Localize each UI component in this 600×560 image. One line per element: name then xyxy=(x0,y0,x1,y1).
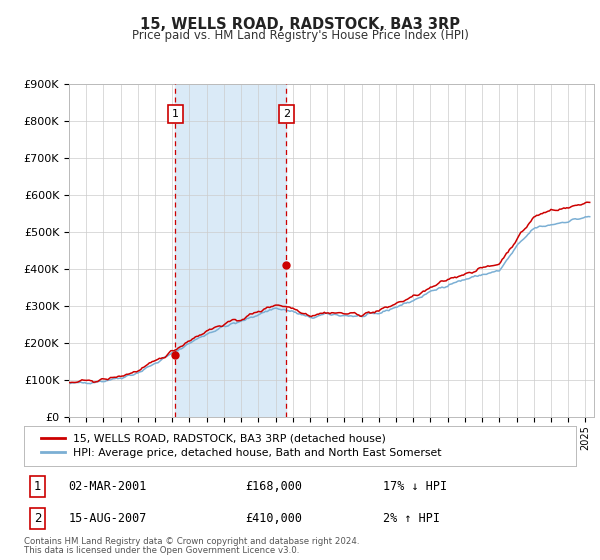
Text: 1: 1 xyxy=(34,480,41,493)
Text: £168,000: £168,000 xyxy=(245,480,302,493)
Text: Contains HM Land Registry data © Crown copyright and database right 2024.: Contains HM Land Registry data © Crown c… xyxy=(24,538,359,547)
Text: 17% ↓ HPI: 17% ↓ HPI xyxy=(383,480,447,493)
Text: 2% ↑ HPI: 2% ↑ HPI xyxy=(383,512,440,525)
Text: 2: 2 xyxy=(283,109,290,119)
Text: £410,000: £410,000 xyxy=(245,512,302,525)
Text: 15, WELLS ROAD, RADSTOCK, BA3 3RP: 15, WELLS ROAD, RADSTOCK, BA3 3RP xyxy=(140,17,460,32)
Text: This data is licensed under the Open Government Licence v3.0.: This data is licensed under the Open Gov… xyxy=(24,547,299,556)
Bar xyxy=(175,84,286,417)
Text: Price paid vs. HM Land Registry's House Price Index (HPI): Price paid vs. HM Land Registry's House … xyxy=(131,29,469,42)
Text: 02-MAR-2001: 02-MAR-2001 xyxy=(68,480,146,493)
Text: 15-AUG-2007: 15-AUG-2007 xyxy=(68,512,146,525)
Legend: 15, WELLS ROAD, RADSTOCK, BA3 3RP (detached house), HPI: Average price, detached: 15, WELLS ROAD, RADSTOCK, BA3 3RP (detac… xyxy=(35,427,448,465)
Text: 1: 1 xyxy=(172,109,179,119)
Text: 2: 2 xyxy=(34,512,41,525)
